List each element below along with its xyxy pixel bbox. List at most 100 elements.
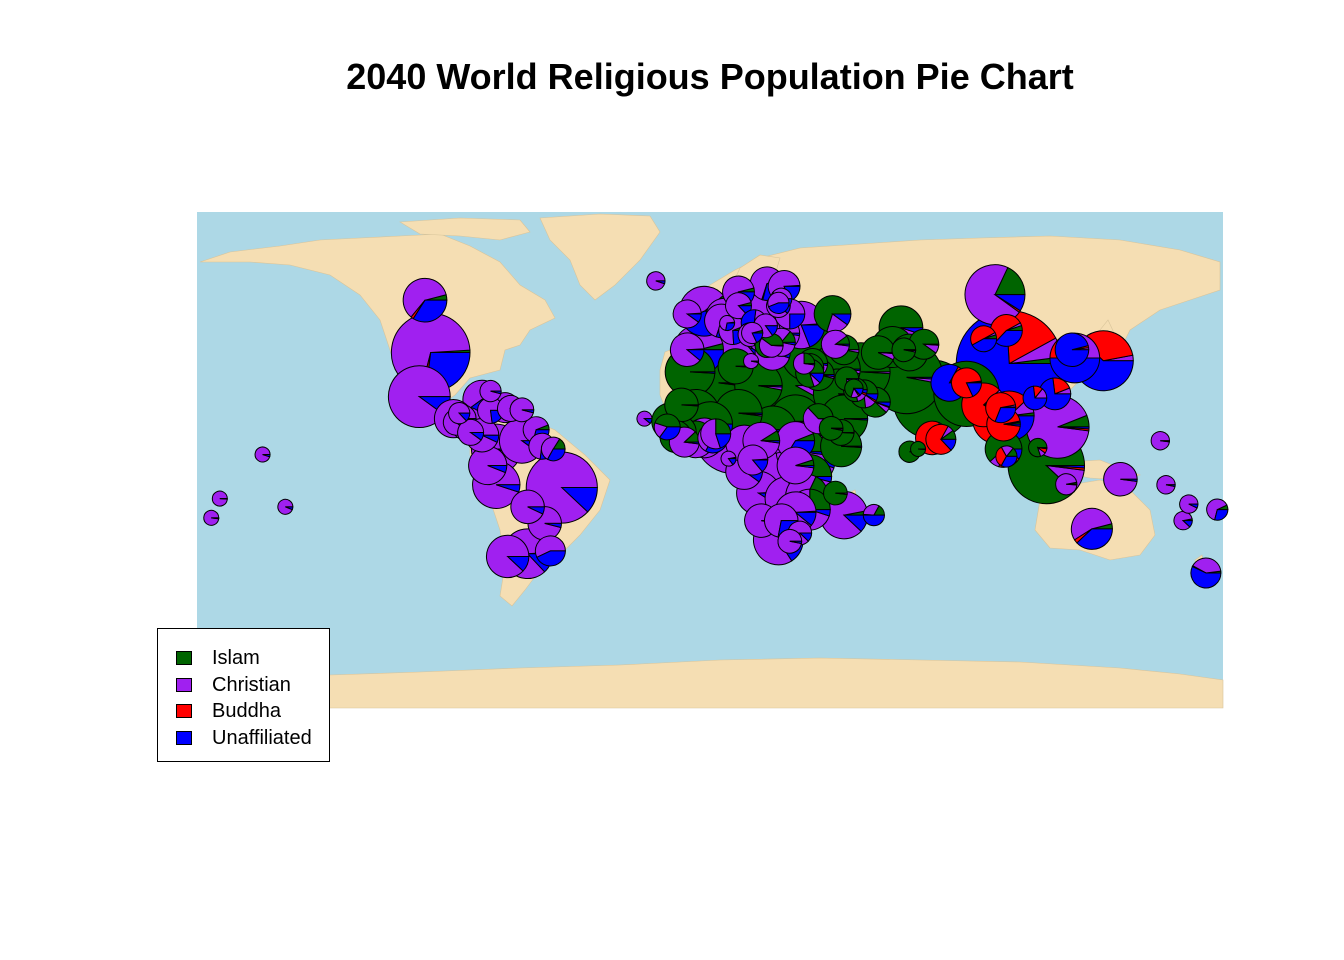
pie-slice-unaffiliated (751, 332, 764, 344)
pie-slice-unaffiliated (843, 418, 869, 421)
pie-marker-92 (672, 299, 702, 329)
pie-slice-unaffiliated (655, 280, 666, 285)
pie-slice-christian (835, 492, 848, 496)
pie-slice-unaffiliated (750, 360, 760, 364)
pie-marker-129 (985, 392, 1017, 424)
pie-slice-unaffiliated (1160, 440, 1170, 443)
pie-slice-unaffiliated (803, 363, 816, 366)
pie-slice-christian (254, 446, 271, 463)
pie-slice-christian (700, 418, 721, 450)
pie-slice-unaffiliated (658, 426, 681, 441)
legend-item-christian: Christian (176, 673, 291, 696)
pie-slice-unaffiliated (490, 390, 502, 395)
pie-marker-114 (653, 413, 681, 441)
pie-slice-unaffiliated (794, 511, 817, 527)
pie-marker-45 (1190, 557, 1222, 589)
pie-slice-unaffiliated (643, 418, 653, 425)
pie-markers (203, 264, 1229, 589)
pie-marker-107 (664, 387, 699, 423)
pie-slice-unaffiliated (527, 506, 545, 515)
pie-slice-unaffiliated (715, 433, 732, 449)
pie-slice-unaffiliated (487, 465, 508, 474)
pie-marker-80 (510, 489, 545, 525)
pie-marker-142 (1173, 510, 1193, 531)
pie-marker-46 (402, 277, 448, 323)
pie-slice-unaffiliated (1190, 565, 1222, 589)
pie-marker-125 (777, 528, 803, 554)
pie-marker-44 (1070, 507, 1113, 550)
legend-item-buddha: Buddha (176, 699, 281, 722)
pie-marker-69 (951, 367, 982, 399)
pie-slice-unaffiliated (923, 343, 940, 346)
pie-slice-unaffiliated (831, 427, 844, 430)
legend-label-islam: Islam (212, 646, 260, 669)
pie-slice-unaffiliated (764, 325, 778, 337)
pie-marker-147 (277, 498, 294, 515)
pie-marker-146 (203, 509, 220, 526)
legend-label-buddha: Buddha (212, 699, 281, 722)
pie-marker-140 (1150, 431, 1170, 451)
pie-marker-117 (737, 444, 769, 476)
land-antarctica (196, 657, 1224, 709)
pie-slice-islam (654, 413, 681, 428)
legend: Islam Christian Buddha Unaffiliated (157, 628, 330, 762)
pie-marker-180 (719, 315, 736, 332)
pie-slice-unaffiliated (808, 372, 825, 384)
pie-slice-christian (820, 329, 850, 359)
pie-slice-christian (767, 291, 790, 308)
pie-slice-unaffiliated (1076, 528, 1113, 550)
pie-marker-153 (479, 380, 502, 403)
pie-slice-unaffiliated (685, 313, 702, 323)
pie-marker-131 (995, 445, 1018, 468)
pie-slice-unaffiliated (761, 440, 781, 444)
chart-title: 2040 World Religious Population Pie Char… (346, 56, 1074, 97)
pie-slice-unaffiliated (795, 465, 815, 469)
pie-marker-181 (844, 378, 864, 398)
pie-marker-126 (862, 504, 885, 527)
pie-marker-159 (457, 418, 485, 446)
pie-slice-christian (792, 352, 816, 375)
pie-marker-43 (486, 534, 530, 579)
pie-slice-unaffiliated (560, 487, 598, 513)
pie-slice-unaffiliated (690, 371, 716, 374)
pie-marker-178 (792, 352, 816, 375)
land-greenland (539, 213, 661, 301)
pie-slice-unaffiliated (939, 438, 957, 451)
pie-slice-unaffiliated (965, 382, 982, 398)
pie-slice-unaffiliated (1049, 357, 1101, 384)
pie-slice-christian (448, 402, 471, 425)
pie-slice-unaffiliated (863, 393, 879, 402)
pie-slice-buddha (985, 392, 1017, 423)
pie-marker-101 (820, 329, 850, 359)
pie-slice-unaffiliated (875, 401, 891, 408)
land-arctic-islands (399, 217, 531, 241)
pie-marker-143 (1156, 475, 1176, 495)
legend-swatch-islam (176, 651, 192, 665)
pie-marker-47 (813, 295, 852, 333)
pie-slice-christian (776, 446, 815, 485)
pie-marker-120 (818, 415, 844, 441)
pie-marker-64 (776, 446, 815, 485)
pie-slice-unaffiliated (841, 431, 855, 434)
legend-label-christian: Christian (212, 673, 291, 696)
land-north-america (199, 233, 556, 446)
pie-marker-91 (669, 332, 705, 367)
pie-slice-unaffiliated (285, 506, 294, 511)
pie-marker-144 (1179, 494, 1199, 514)
pie-slice-unaffiliated (521, 409, 535, 414)
pie-slice-unaffiliated (841, 445, 863, 449)
pie-slice-unaffiliated (751, 459, 769, 473)
pie-slice-unaffiliated (1120, 478, 1138, 482)
legend-item-unaffiliated: Unaffiliated (176, 727, 312, 749)
pie-slice-unaffiliated (771, 344, 784, 347)
pie-marker-141 (1206, 498, 1229, 521)
pie-slice-unaffiliated (546, 448, 566, 462)
pie-slice-unaffiliated (481, 434, 500, 444)
pie-marker-145 (211, 490, 228, 507)
pie-slice-unaffiliated (852, 387, 864, 396)
pie-slice-christian (861, 371, 891, 375)
pie-slice-christian (758, 337, 784, 358)
pie-marker-137 (891, 337, 917, 363)
pie-marker-77 (468, 445, 508, 486)
pie-slice-unaffiliated (903, 349, 917, 352)
